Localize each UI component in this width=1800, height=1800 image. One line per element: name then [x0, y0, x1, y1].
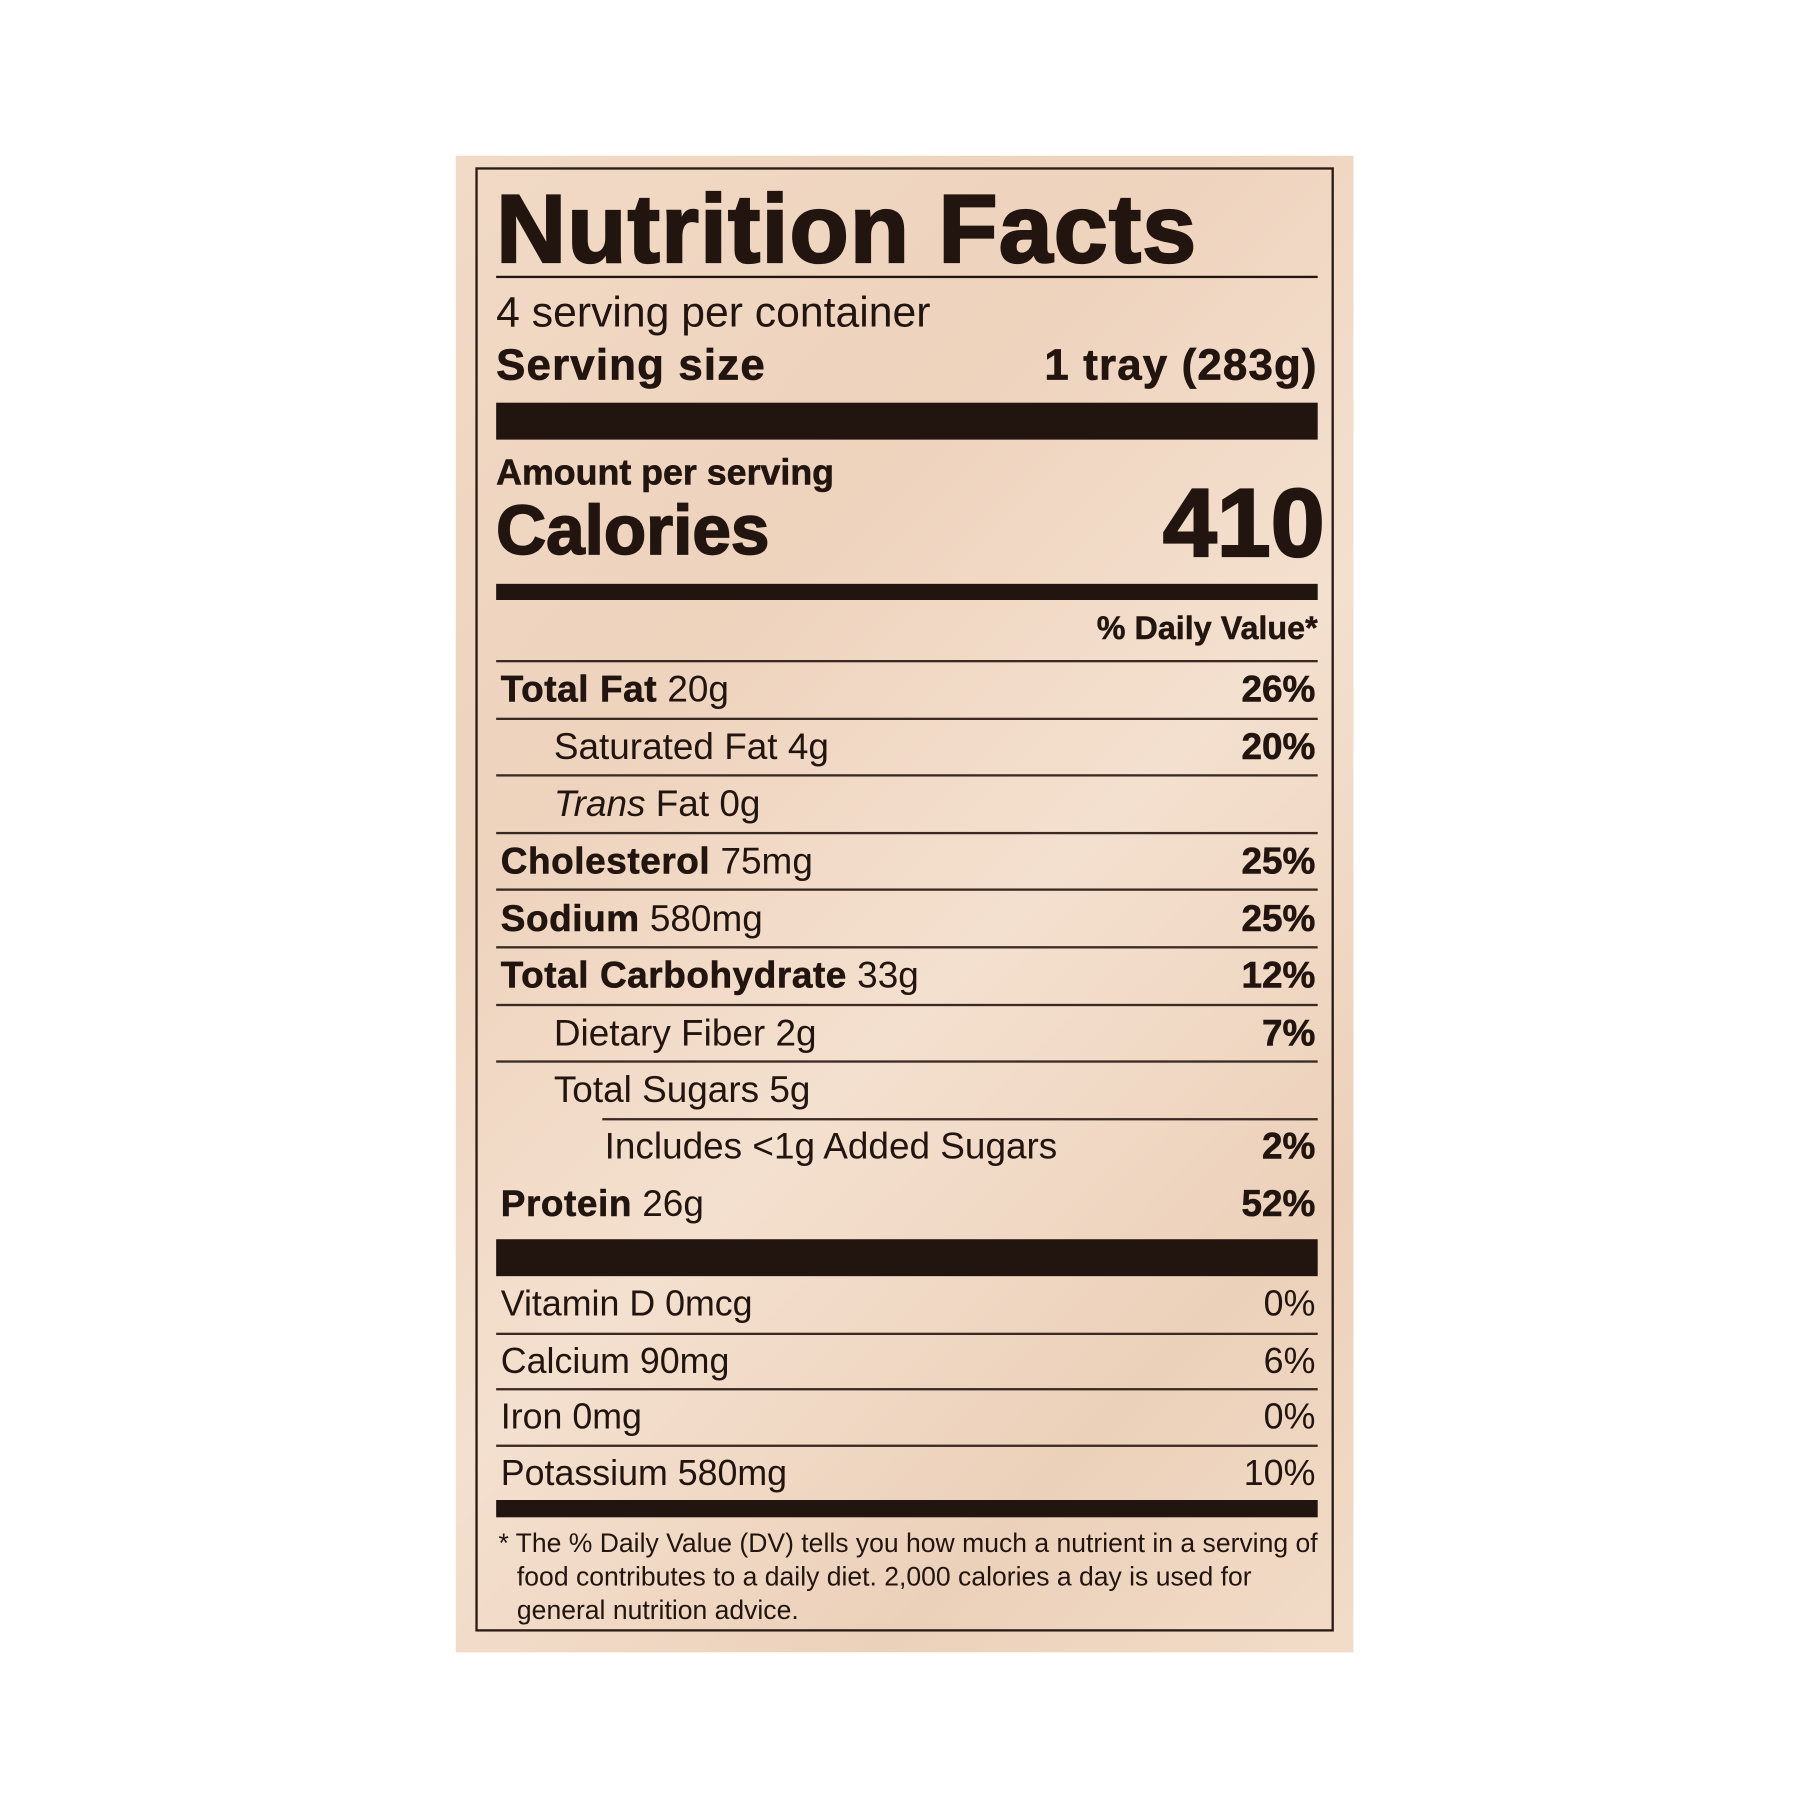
nutrient-row-sodium: Sodium 580mg 25%: [496, 888, 1318, 946]
nutrient-dv: 7%: [1262, 1011, 1316, 1054]
footnote: * The % Daily Value (DV) tells you how m…: [498, 1527, 1318, 1625]
divider: [602, 1117, 1318, 1121]
vitamin-row: Vitamin D 0mcg 0%: [496, 1276, 1318, 1332]
nutrient-amount: 580mg: [649, 897, 763, 939]
nutrient-name: Saturated Fat: [553, 725, 778, 768]
nutrient-name-suffix: Fat: [655, 782, 710, 825]
servings-per-container: 4 serving per container: [496, 288, 931, 336]
nutrient-row-total-fat: Total Fat 20g 26%: [496, 659, 1318, 717]
label-border: [475, 167, 1334, 1632]
nutrient-row-saturated-fat: Saturated Fat 4g 20%: [496, 717, 1318, 774]
nutrition-facts-label: Nutrition Facts 4 serving per container …: [455, 155, 1354, 1653]
label-title: Nutrition Facts: [495, 174, 1198, 283]
nutrient-name: Dietary Fiber: [553, 1011, 766, 1054]
vitamin-dv: 10%: [1243, 1452, 1316, 1493]
vitamin-row: Potassium 580mg 10%: [496, 1444, 1318, 1500]
nutrient-amount: 4g: [787, 725, 829, 768]
nutrient-name: Cholesterol: [500, 840, 711, 882]
nutrient-amount: 2g: [775, 1011, 817, 1054]
vitamin-row: Iron 0mg 0%: [496, 1388, 1318, 1444]
nutrient-name: Total Carbohydrate: [500, 954, 847, 997]
nutrient-name: Trans: [553, 782, 646, 825]
nutrient-row-added-sugars: Includes <1g Added Sugars 2%: [496, 1117, 1318, 1175]
nutrient-name: Total Sugars: [553, 1068, 760, 1111]
nutrient-list: Total Fat 20g 26% Saturated Fat 4g 20% Tra…: [496, 659, 1318, 1232]
calories-row: Calories 410: [495, 473, 1325, 572]
nutrient-dv: 2%: [1262, 1125, 1316, 1167]
nutrient-amount: 75mg: [720, 840, 813, 882]
thick-divider: [496, 1239, 1318, 1277]
nutrient-row-cholesterol: Cholesterol 75mg 25%: [496, 831, 1318, 889]
nutrient-name: Total Fat: [500, 668, 658, 710]
nutrient-dv: 20%: [1241, 725, 1316, 768]
nutrient-amount: 33g: [857, 954, 919, 997]
vitamin-dv: 0%: [1263, 1396, 1316, 1437]
vitamin-label: Potassium 580mg: [500, 1452, 788, 1493]
nutrient-row-protein: Protein 26g 52%: [496, 1175, 1318, 1232]
nutrient-name: Protein: [500, 1182, 633, 1224]
nutrient-name: Sodium: [500, 897, 640, 939]
nutrient-name: Includes <1g Added Sugars: [604, 1125, 1058, 1167]
nutrient-row-dietary-fiber: Dietary Fiber 2g 7%: [496, 1003, 1318, 1060]
vitamin-row: Calcium 90mg 6%: [496, 1332, 1318, 1388]
medium-divider: [496, 1499, 1318, 1518]
vitamin-dv: 0%: [1263, 1283, 1316, 1324]
serving-size: Serving size 1 tray (283g): [496, 340, 1318, 391]
nutrient-row-total-sugars: Total Sugars 5g: [496, 1060, 1318, 1118]
nutrient-dv: 25%: [1241, 897, 1316, 939]
divider: [496, 275, 1318, 279]
serving-size-value: 1 tray (283g): [1044, 341, 1318, 390]
calories-value: 410: [1162, 468, 1326, 577]
vitamin-dv: 6%: [1263, 1340, 1316, 1381]
nutrient-dv: 26%: [1241, 668, 1316, 710]
vitamin-label: Calcium 90mg: [500, 1340, 730, 1381]
amount-per-serving: Amount per serving: [496, 452, 835, 493]
nutrient-amount: 20g: [667, 668, 729, 710]
serving-size-label: Serving size: [496, 341, 766, 390]
nutrient-dv: 52%: [1241, 1182, 1316, 1224]
nutrient-amount: 5g: [769, 1068, 811, 1111]
nutrient-dv: 25%: [1241, 840, 1316, 882]
vitamin-label: Iron 0mg: [500, 1396, 642, 1437]
nutrient-amount: 26g: [642, 1182, 704, 1224]
nutrient-amount: 0g: [719, 782, 761, 825]
nutrient-row-trans-fat: Trans Fat 0g: [496, 774, 1318, 831]
daily-value-header: % Daily Value*: [1096, 610, 1318, 647]
medium-divider: [496, 583, 1318, 600]
nutrient-row-total-carbohydrate: Total Carbohydrate 33g 12%: [496, 946, 1318, 1003]
vitamin-label: Vitamin D 0mcg: [500, 1283, 753, 1324]
thick-divider: [496, 402, 1318, 440]
vitamin-list: Vitamin D 0mcg 0% Calcium 90mg 6% Iron 0mg…: [496, 1276, 1318, 1500]
calories-label: Calories: [495, 491, 770, 570]
nutrient-dv: 12%: [1241, 954, 1316, 997]
